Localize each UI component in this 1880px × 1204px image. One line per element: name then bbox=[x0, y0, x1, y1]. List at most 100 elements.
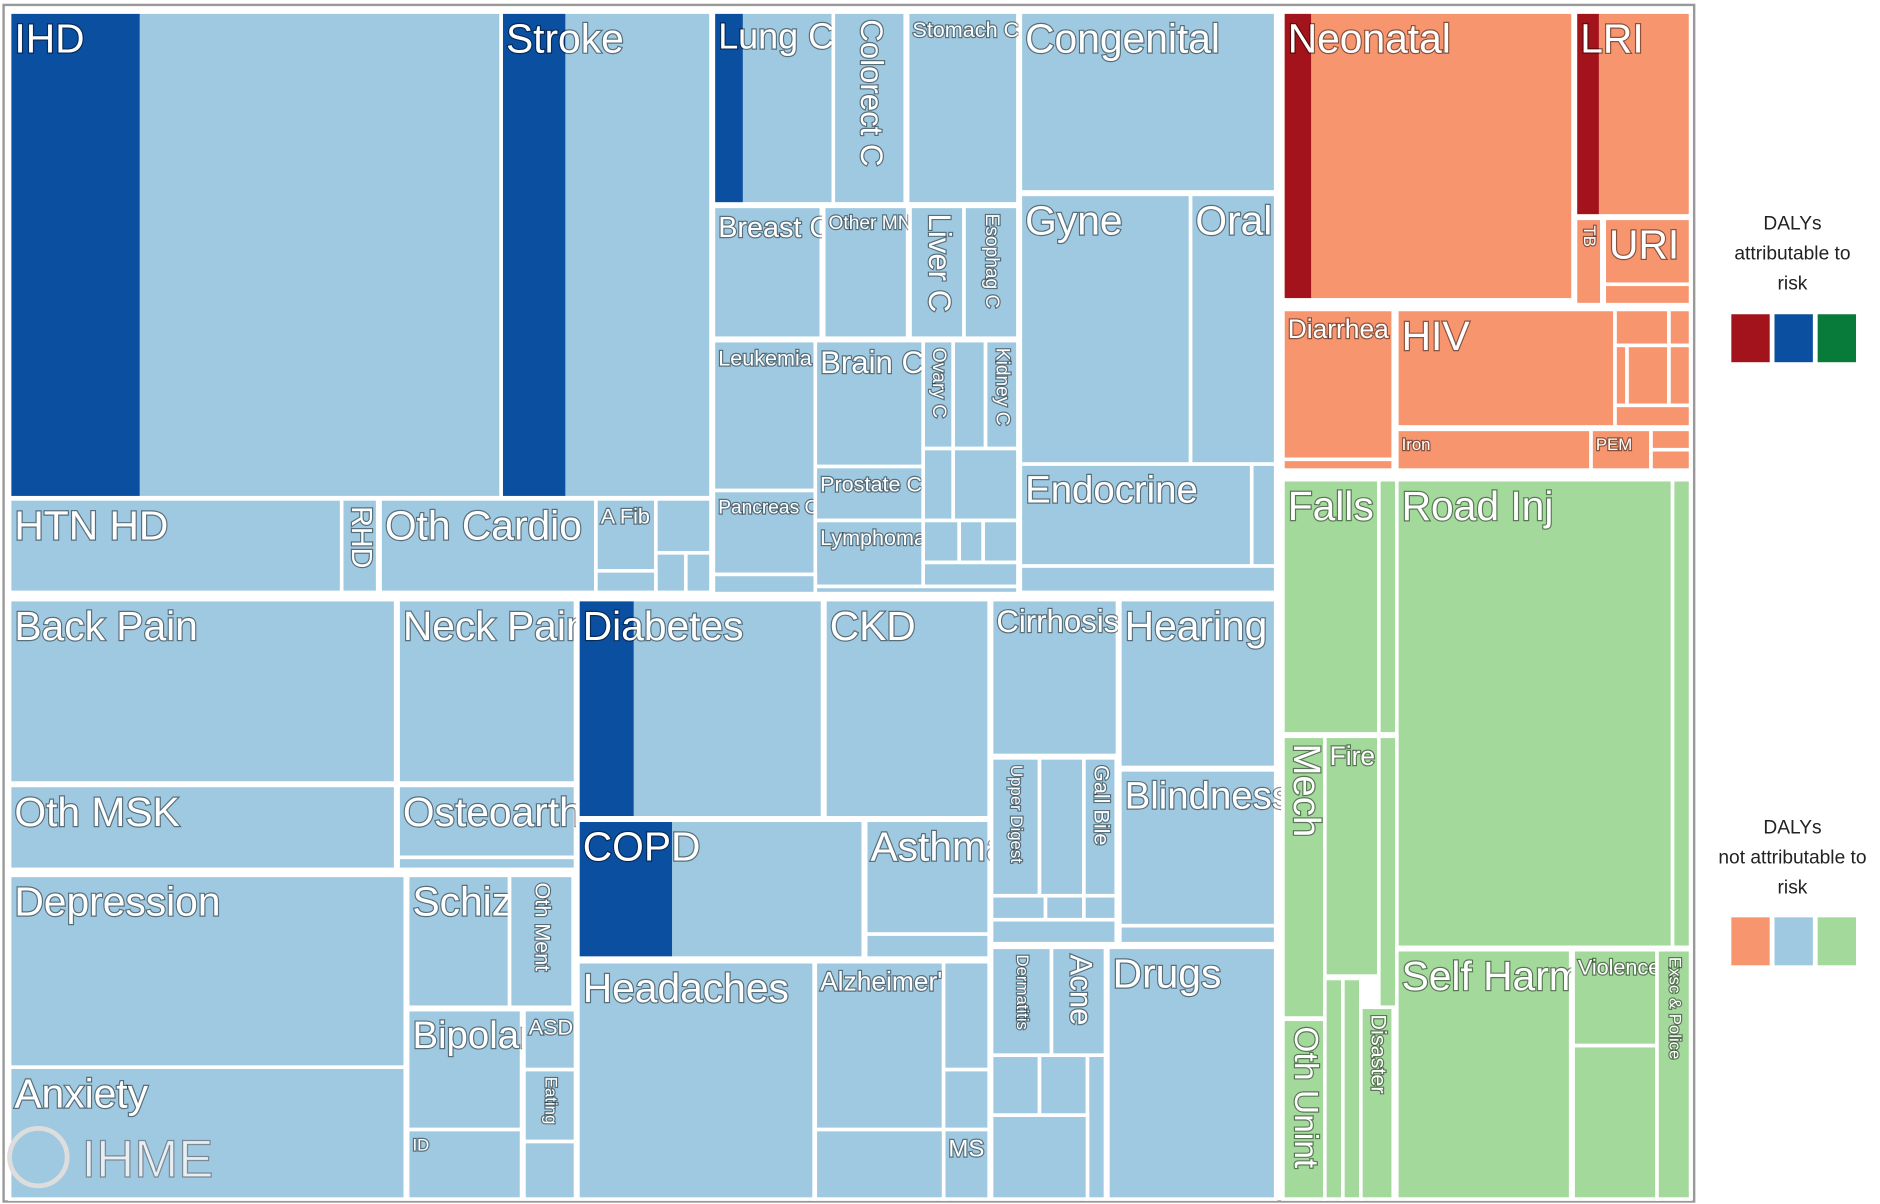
cell-label: Depression bbox=[14, 879, 220, 925]
treemap-cell bbox=[1377, 477, 1399, 736]
cell-label: RHD bbox=[345, 506, 377, 568]
cell-label: Violence bbox=[1578, 954, 1660, 979]
legend-swatch bbox=[1731, 314, 1770, 363]
treemap-cell bbox=[863, 818, 991, 936]
treemap-cell bbox=[1018, 10, 1278, 194]
cell-label: Acne bbox=[1063, 955, 1098, 1026]
treemap-cell bbox=[1049, 945, 1108, 1058]
treemap-cell bbox=[7, 873, 408, 1070]
legend-swatch bbox=[1731, 917, 1770, 966]
cell-label: Oral bbox=[1195, 198, 1272, 244]
treemap-cell bbox=[711, 204, 824, 341]
treemap-cell bbox=[576, 959, 816, 1201]
cell-label: Oth Ment bbox=[531, 883, 556, 972]
treemap-cell bbox=[1281, 457, 1396, 472]
treemap-cell bbox=[1571, 1043, 1659, 1201]
cell-label: Neonatal bbox=[1288, 15, 1451, 61]
treemap-cell bbox=[1281, 477, 1381, 736]
cell-label: Lymphoma bbox=[820, 525, 926, 550]
cell-label: Other MN bbox=[828, 213, 911, 234]
treemap-cell bbox=[921, 446, 955, 523]
treemap-cell bbox=[1323, 734, 1381, 978]
cell-label: Diarrhea bbox=[1288, 314, 1389, 344]
treemap-cell bbox=[1377, 734, 1399, 1010]
treemap-cell bbox=[941, 1127, 991, 1201]
treemap-cell bbox=[1249, 462, 1278, 568]
legend-text: attributable to bbox=[1734, 243, 1850, 264]
risk-share bbox=[579, 601, 634, 817]
cell-label: Liver C bbox=[922, 214, 957, 313]
cell-label: Schiz bbox=[412, 879, 512, 925]
treemap-cell bbox=[951, 446, 1020, 523]
legend-text: risk bbox=[1778, 273, 1808, 294]
treemap-cell bbox=[921, 338, 955, 451]
cell-label: Cirrhosis bbox=[996, 604, 1119, 639]
treemap-cell bbox=[1602, 216, 1693, 287]
cell-label: MS bbox=[948, 1135, 984, 1162]
cell-label: COPD bbox=[583, 824, 701, 870]
cells: IHD Stroke Lung C Colorect C Stomach C Congen… bbox=[7, 10, 1693, 1201]
treemap-cell bbox=[684, 551, 713, 595]
cell-label: ID bbox=[412, 1135, 429, 1154]
treemap-cell bbox=[941, 959, 991, 1072]
legend-swatch bbox=[1817, 314, 1857, 363]
cell-label: Bipolar bbox=[412, 1014, 532, 1057]
cell-label: Alzheimer's bbox=[820, 966, 955, 996]
treemap-cell bbox=[1613, 307, 1671, 348]
treemap-cell bbox=[1018, 462, 1254, 568]
treemap-cell bbox=[405, 1127, 524, 1201]
cell-label: Brain C bbox=[820, 345, 924, 380]
cell-label: Headaches bbox=[583, 965, 789, 1011]
legend-text: DALYs bbox=[1763, 818, 1821, 839]
cell-label: PEM bbox=[1596, 435, 1632, 454]
cell-label: Gyne bbox=[1025, 198, 1122, 244]
cell-label: Prostate C bbox=[820, 471, 922, 496]
cell-label: Stomach C bbox=[912, 17, 1019, 42]
cell-label: Drugs bbox=[1113, 951, 1222, 997]
treemap-cell bbox=[654, 497, 713, 555]
cell-label: Neck Pain bbox=[403, 603, 589, 649]
cell-label: Kidney C bbox=[992, 348, 1013, 426]
treemap-cell bbox=[1043, 893, 1086, 922]
treemap-cell bbox=[1395, 427, 1593, 472]
cell-label: Upper Digest bbox=[1007, 765, 1026, 863]
treemap-cell bbox=[594, 569, 658, 595]
treemap-cell bbox=[1037, 756, 1086, 898]
cell-label: Pancreas C bbox=[718, 497, 818, 518]
treemap-cell bbox=[989, 893, 1048, 922]
treemap-cell bbox=[1118, 923, 1278, 946]
risk-share bbox=[1577, 13, 1599, 215]
risk-share bbox=[715, 13, 743, 203]
treemap-cell bbox=[951, 338, 988, 451]
risk-share bbox=[502, 13, 566, 496]
cell-label: ASD bbox=[529, 1014, 573, 1039]
cell-label: Asthma bbox=[870, 824, 1008, 870]
legend-text: not attributable to bbox=[1718, 848, 1866, 869]
treemap-cell bbox=[981, 518, 1020, 565]
treemap-cell bbox=[711, 572, 818, 596]
treemap-cell bbox=[908, 204, 966, 341]
cell-label: Congenital bbox=[1025, 15, 1220, 61]
treemap-cell bbox=[1655, 947, 1693, 1201]
logo: IHME bbox=[7, 1125, 214, 1190]
cell-label: Osteoarth bbox=[403, 789, 582, 835]
cell-label: Anxiety bbox=[14, 1071, 148, 1117]
cell-label: Endocrine bbox=[1025, 469, 1198, 512]
cell-label: HTN HD bbox=[14, 502, 168, 548]
cell-label: Diabetes bbox=[583, 603, 744, 649]
cell-label: Falls bbox=[1288, 483, 1374, 529]
cell-label: Exsc & Police bbox=[1665, 957, 1684, 1060]
treemap-cell bbox=[1667, 307, 1693, 348]
cell-label: Blindness bbox=[1125, 774, 1291, 817]
risk-share bbox=[1284, 13, 1312, 299]
treemap-cell bbox=[1670, 477, 1693, 950]
treemap-cell bbox=[1085, 1053, 1108, 1201]
treemap-cell bbox=[813, 1127, 946, 1201]
cell-label: Ovary C bbox=[928, 348, 949, 418]
treemap-cell bbox=[1281, 307, 1396, 462]
cell-label: Dermatitis bbox=[1013, 955, 1032, 1030]
treemap-cell bbox=[1649, 447, 1693, 472]
cell-label: URI bbox=[1609, 222, 1679, 268]
cell-label: Lung C bbox=[718, 16, 834, 57]
